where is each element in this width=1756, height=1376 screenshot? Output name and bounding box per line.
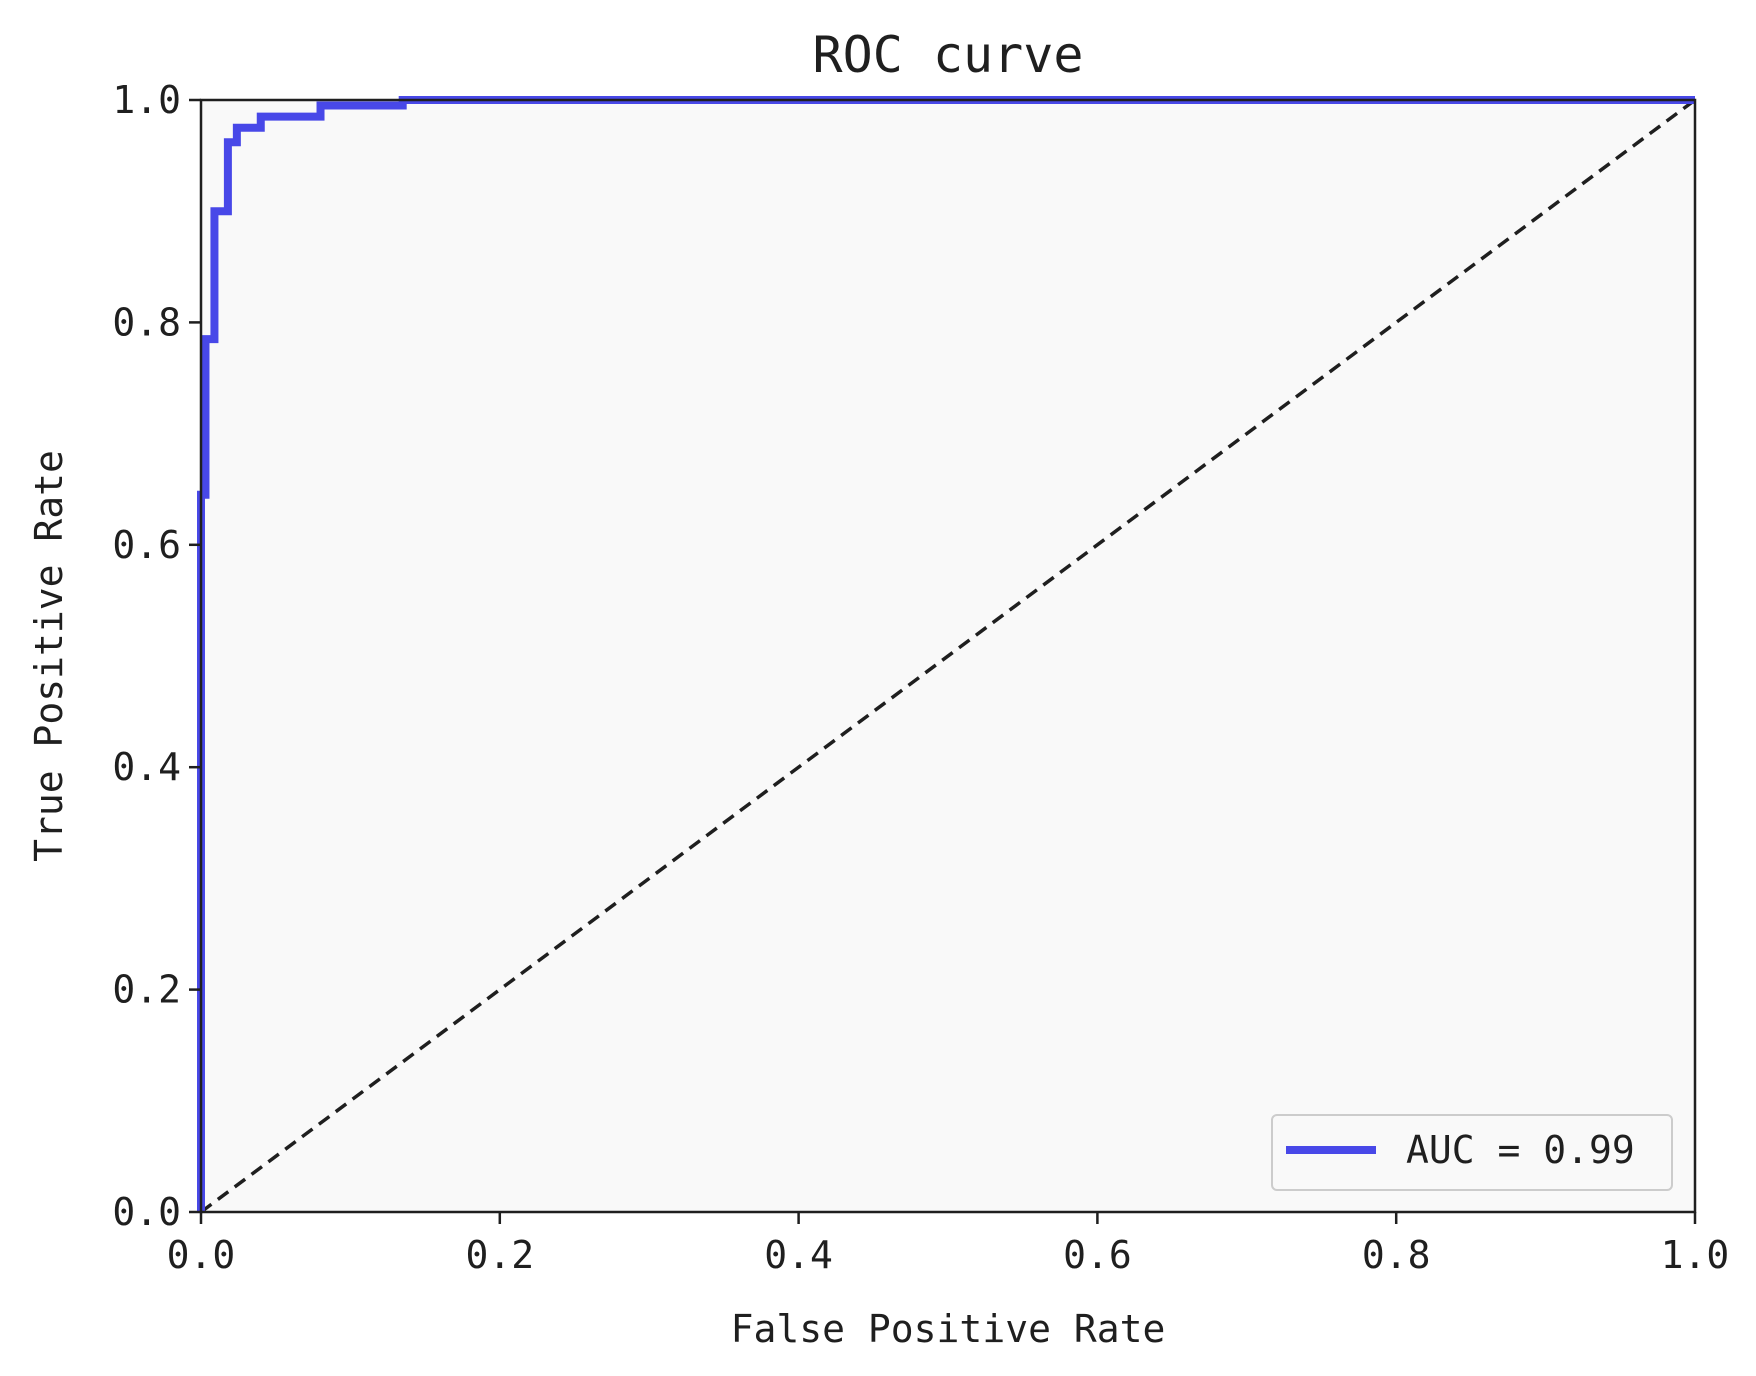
x-tick-label: 0.6 bbox=[1063, 1233, 1132, 1277]
series-layer bbox=[197, 96, 1697, 1214]
y-tick-label: 0.4 bbox=[112, 745, 181, 789]
chart-title: ROC curve bbox=[813, 26, 1084, 84]
x-tick-label: 1.0 bbox=[1661, 1233, 1730, 1277]
y-axis-ticks: 0.0 0.2 0.4 0.6 0.8 1.0 bbox=[112, 78, 201, 1234]
y-tick-label: 0.0 bbox=[112, 1190, 181, 1234]
y-tick-label: 0.6 bbox=[112, 523, 181, 567]
x-axis-ticks: 0.0 0.2 0.4 0.6 0.8 1.0 bbox=[167, 1212, 1730, 1277]
legend-label: AUC = 0.99 bbox=[1406, 1128, 1635, 1172]
x-tick-label: 0.8 bbox=[1362, 1233, 1431, 1277]
y-tick-label: 1.0 bbox=[112, 78, 181, 122]
chance-diagonal-line bbox=[199, 98, 1697, 1214]
plot-frame bbox=[199, 98, 1697, 1214]
x-tick-label: 0.4 bbox=[764, 1233, 833, 1277]
x-axis-title: False Positive Rate bbox=[731, 1307, 1166, 1351]
y-tick-label: 0.8 bbox=[112, 300, 181, 344]
roc-curve-line bbox=[197, 96, 1695, 1212]
y-axis-title: True Positive Rate bbox=[27, 450, 71, 862]
x-tick-label: 0.0 bbox=[167, 1233, 236, 1277]
legend-box bbox=[1271, 1114, 1673, 1191]
legend: AUC = 0.99 bbox=[1271, 1114, 1673, 1191]
x-tick-label: 0.2 bbox=[465, 1233, 534, 1277]
y-tick-label: 0.2 bbox=[112, 968, 181, 1012]
